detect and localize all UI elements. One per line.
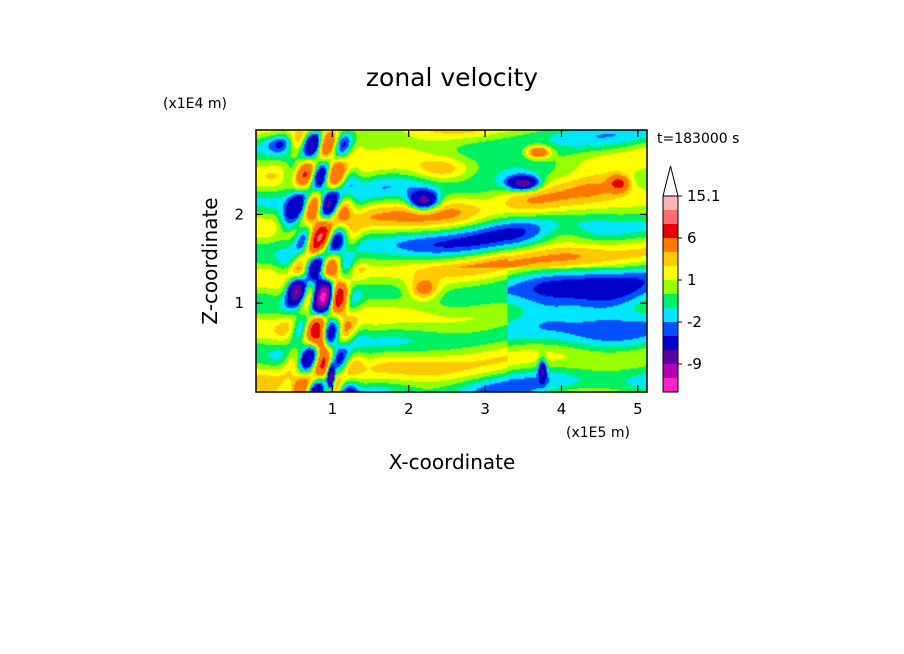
y-axis-label: Z-coordinate <box>198 197 222 324</box>
colorbar-swatch-3 <box>663 336 678 350</box>
chart-title: zonal velocity <box>366 63 538 92</box>
colorbar-label-1: 6 <box>687 229 697 247</box>
y-tick-label-0: 1 <box>234 294 244 312</box>
colorbar-swatch-6 <box>663 294 678 308</box>
colorbar-swatch-11 <box>663 224 678 238</box>
colorbar-swatch-7 <box>663 280 678 294</box>
colorbar-extend-arrow <box>662 165 679 197</box>
plot-area <box>255 129 648 393</box>
colorbar-swatch-12 <box>663 210 678 224</box>
colorbar-swatch-1 <box>663 364 678 378</box>
x-tick-label-0: 1 <box>328 400 338 418</box>
colorbar-frame <box>662 195 679 393</box>
colorbar-label-3: -2 <box>687 313 702 331</box>
colorbar-swatch-0 <box>663 378 678 392</box>
colorbar-swatch-10 <box>663 238 678 252</box>
colorbar-swatch-13 <box>663 196 678 210</box>
x-axis-ticks: 1 2 3 4 5 <box>328 130 643 418</box>
colorbar: 15.1 6 1 -2 -9 <box>662 165 720 393</box>
y-axis-ticks: 12 <box>234 205 647 312</box>
colorbar-swatch-5 <box>663 308 678 322</box>
colorbar-swatch-2 <box>663 350 678 364</box>
x-axis-label: X-coordinate <box>389 450 516 474</box>
colorbar-swatch-9 <box>663 252 678 266</box>
colorbar-swatch-8 <box>663 266 678 280</box>
colorbar-label-2: 1 <box>687 271 697 289</box>
y-tick-label-1: 2 <box>234 205 244 223</box>
heatmap-field <box>256 130 647 392</box>
colorbar-swatch-4 <box>663 322 678 336</box>
plot-frame <box>255 129 648 393</box>
time-label: t=183000 s <box>657 131 739 147</box>
x-tick-label-3: 4 <box>557 400 567 418</box>
x-unit-label: (x1E5 m) <box>566 425 630 441</box>
y-unit-label: (x1E4 m) <box>163 96 227 112</box>
x-tick-label-4: 5 <box>633 400 643 418</box>
x-tick-label-2: 3 <box>480 400 490 418</box>
colorbar-label-0: 15.1 <box>687 187 720 205</box>
colorbar-label-4: -9 <box>687 355 702 373</box>
x-tick-label-1: 2 <box>404 400 414 418</box>
